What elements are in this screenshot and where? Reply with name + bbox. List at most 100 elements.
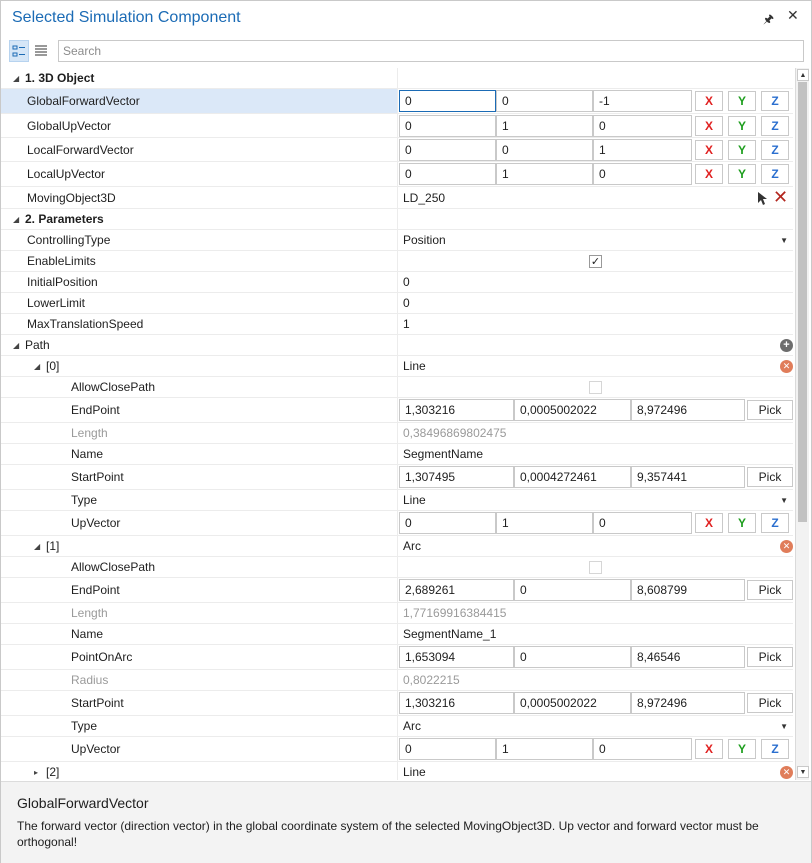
close-icon[interactable]: ✕: [787, 7, 799, 23]
axis-y-button[interactable]: Y: [728, 116, 756, 136]
add-icon[interactable]: +: [780, 339, 793, 352]
category-3d-object[interactable]: ◢ 1. 3D Object: [1, 68, 793, 89]
path-segment-0[interactable]: ◢ [0] Line ✕: [1, 356, 793, 377]
point-y-input[interactable]: 0: [514, 646, 631, 668]
axis-x-button[interactable]: X: [695, 116, 723, 136]
property-name[interactable]: Name SegmentName_1: [1, 624, 793, 645]
vector-z-input[interactable]: -1: [593, 90, 692, 112]
vector-x-input[interactable]: 0: [399, 738, 496, 760]
chevron-down-icon[interactable]: ▼: [780, 721, 788, 731]
pick-button[interactable]: Pick: [747, 580, 793, 600]
vector-z-input[interactable]: 0: [593, 738, 692, 760]
property-local-up-vector[interactable]: LocalUpVector 0 1 0 X Y Z: [1, 162, 793, 187]
vector-z-input[interactable]: 1: [593, 139, 692, 161]
axis-z-button[interactable]: Z: [761, 91, 789, 111]
property-value[interactable]: SegmentName_1: [403, 627, 497, 641]
property-value[interactable]: 1: [403, 317, 410, 331]
property-start-point[interactable]: StartPoint 1,307495 0,0004272461 9,35744…: [1, 465, 793, 490]
category-parameters[interactable]: ◢ 2. Parameters: [1, 209, 793, 230]
vector-y-input[interactable]: 1: [496, 115, 593, 137]
axis-x-button[interactable]: X: [695, 91, 723, 111]
axis-z-button[interactable]: Z: [761, 739, 789, 759]
property-value[interactable]: 0: [403, 275, 410, 289]
vector-y-input[interactable]: 1: [496, 512, 593, 534]
categorized-view-button[interactable]: [9, 40, 29, 62]
chevron-down-icon[interactable]: ▼: [780, 235, 788, 245]
axis-z-button[interactable]: Z: [761, 513, 789, 533]
vector-x-input[interactable]: 0: [399, 163, 496, 185]
vector-x-input[interactable]: 0: [399, 139, 496, 161]
collapse-icon[interactable]: ◢: [34, 361, 41, 371]
vector-z-input[interactable]: 0: [593, 512, 692, 534]
expand-icon[interactable]: ▸: [34, 767, 39, 777]
axis-y-button[interactable]: Y: [728, 140, 756, 160]
scroll-up-icon[interactable]: ▲: [797, 69, 809, 81]
scroll-down-icon[interactable]: ▼: [797, 766, 809, 778]
search-input[interactable]: [58, 40, 804, 62]
vertical-scrollbar[interactable]: ▲ ▼: [795, 68, 809, 780]
property-value[interactable]: Line: [403, 493, 426, 507]
point-y-input[interactable]: 0,0005002022: [514, 692, 631, 714]
vector-y-input[interactable]: 0: [496, 139, 593, 161]
point-z-input[interactable]: 8,972496: [631, 399, 745, 421]
point-y-input[interactable]: 0: [514, 579, 631, 601]
point-x-input[interactable]: 1,303216: [399, 692, 514, 714]
axis-x-button[interactable]: X: [695, 140, 723, 160]
clear-icon[interactable]: ✕: [773, 187, 789, 207]
property-initial-position[interactable]: InitialPosition 0: [1, 272, 793, 293]
point-z-input[interactable]: 8,46546: [631, 646, 745, 668]
property-allow-close-path[interactable]: AllowClosePath: [1, 557, 793, 578]
path-segment-2[interactable]: ▸ [2] Line ✕: [1, 762, 793, 780]
checkbox[interactable]: [589, 381, 602, 394]
checkbox[interactable]: ✓: [589, 255, 602, 268]
vector-x-input[interactable]: 0: [399, 90, 496, 112]
property-value[interactable]: 0: [403, 296, 410, 310]
picker-icon[interactable]: [755, 190, 769, 206]
point-x-input[interactable]: 2,689261: [399, 579, 514, 601]
property-start-point[interactable]: StartPoint 1,303216 0,0005002022 8,97249…: [1, 691, 793, 716]
axis-x-button[interactable]: X: [695, 164, 723, 184]
collapse-icon[interactable]: ◢: [13, 214, 20, 224]
pin-icon[interactable]: 🖈︎: [763, 12, 775, 26]
property-allow-close-path[interactable]: AllowClosePath: [1, 377, 793, 398]
axis-x-button[interactable]: X: [695, 739, 723, 759]
property-lower-limit[interactable]: LowerLimit 0: [1, 293, 793, 314]
point-x-input[interactable]: 1,303216: [399, 399, 514, 421]
chevron-down-icon[interactable]: ▼: [780, 495, 788, 505]
scroll-thumb[interactable]: [798, 82, 807, 522]
property-end-point[interactable]: EndPoint 2,689261 0 8,608799 Pick: [1, 578, 793, 603]
axis-z-button[interactable]: Z: [761, 116, 789, 136]
axis-y-button[interactable]: Y: [728, 91, 756, 111]
property-up-vector[interactable]: UpVector 0 1 0 X Y Z: [1, 511, 793, 536]
axis-y-button[interactable]: Y: [728, 164, 756, 184]
property-point-on-arc[interactable]: PointOnArc 1,653094 0 8,46546 Pick: [1, 645, 793, 670]
property-controlling-type[interactable]: ControllingType Position ▼: [1, 230, 793, 251]
vector-y-input[interactable]: 0: [496, 90, 593, 112]
property-value[interactable]: Arc: [403, 719, 421, 733]
point-y-input[interactable]: 0,0004272461: [514, 466, 631, 488]
point-x-input[interactable]: 1,307495: [399, 466, 514, 488]
property-value[interactable]: Position: [403, 233, 446, 247]
property-moving-object[interactable]: MovingObject3D LD_250 ✕: [1, 187, 793, 209]
axis-y-button[interactable]: Y: [728, 513, 756, 533]
axis-y-button[interactable]: Y: [728, 739, 756, 759]
property-global-forward-vector[interactable]: GlobalForwardVector 0 0 -1 X Y Z: [1, 89, 793, 114]
pick-button[interactable]: Pick: [747, 400, 793, 420]
collapse-icon[interactable]: ◢: [13, 73, 20, 83]
property-name[interactable]: Name SegmentName: [1, 444, 793, 465]
vector-z-input[interactable]: 0: [593, 115, 692, 137]
property-type[interactable]: Type Line ▼: [1, 490, 793, 511]
property-path[interactable]: ◢ Path +: [1, 335, 793, 356]
point-z-input[interactable]: 8,972496: [631, 692, 745, 714]
vector-z-input[interactable]: 0: [593, 163, 692, 185]
point-z-input[interactable]: 8,608799: [631, 579, 745, 601]
remove-icon[interactable]: ✕: [780, 766, 793, 779]
vector-x-input[interactable]: 0: [399, 512, 496, 534]
collapse-icon[interactable]: ◢: [13, 340, 20, 350]
point-y-input[interactable]: 0,0005002022: [514, 399, 631, 421]
property-value[interactable]: SegmentName: [403, 447, 484, 461]
property-end-point[interactable]: EndPoint 1,303216 0,0005002022 8,972496 …: [1, 398, 793, 423]
property-type[interactable]: Type Arc ▼: [1, 716, 793, 737]
checkbox[interactable]: [589, 561, 602, 574]
property-up-vector[interactable]: UpVector 0 1 0 X Y Z: [1, 737, 793, 762]
